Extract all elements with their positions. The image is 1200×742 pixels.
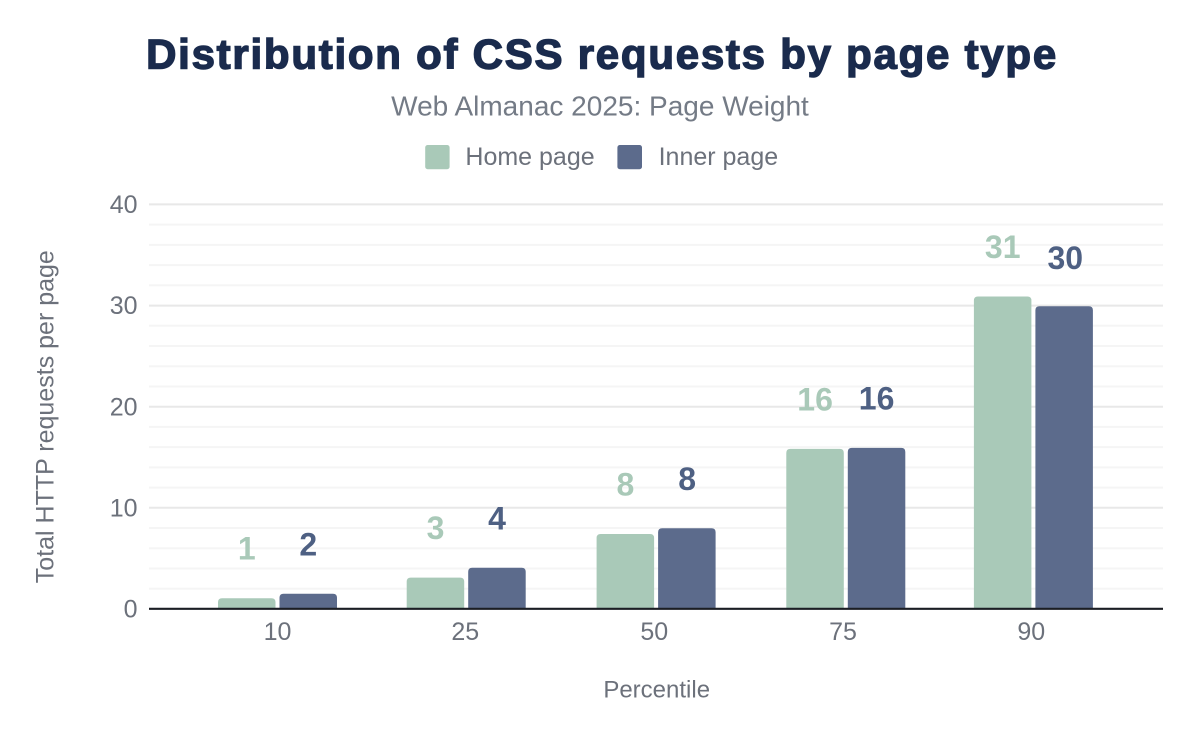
svg-text:Inner page: Inner page: [659, 143, 779, 171]
svg-text:8: 8: [617, 467, 635, 503]
svg-text:40: 40: [110, 191, 138, 219]
svg-text:Home page: Home page: [465, 143, 594, 171]
svg-text:1: 1: [238, 531, 256, 567]
svg-text:30: 30: [110, 292, 138, 320]
svg-text:90: 90: [1017, 618, 1045, 646]
svg-text:10: 10: [110, 494, 138, 522]
svg-text:2: 2: [299, 526, 317, 562]
svg-text:Distribution of CSS requests b: Distribution of CSS requests by page typ…: [146, 31, 1058, 78]
svg-text:Web Almanac 2025: Page Weight: Web Almanac 2025: Page Weight: [391, 91, 809, 122]
svg-text:31: 31: [985, 229, 1021, 265]
svg-text:16: 16: [797, 381, 833, 417]
svg-text:30: 30: [1048, 240, 1084, 276]
svg-text:25: 25: [451, 618, 479, 646]
svg-text:16: 16: [859, 380, 895, 416]
svg-text:0: 0: [124, 596, 138, 624]
svg-text:Percentile: Percentile: [603, 677, 710, 704]
svg-text:20: 20: [110, 393, 138, 421]
svg-text:8: 8: [678, 461, 696, 497]
svg-text:10: 10: [264, 618, 292, 646]
svg-text:75: 75: [829, 618, 857, 646]
svg-text:50: 50: [640, 618, 668, 646]
svg-text:Total HTTP requests per page: Total HTTP requests per page: [32, 250, 60, 583]
svg-text:4: 4: [488, 500, 506, 536]
svg-text:3: 3: [427, 510, 445, 546]
